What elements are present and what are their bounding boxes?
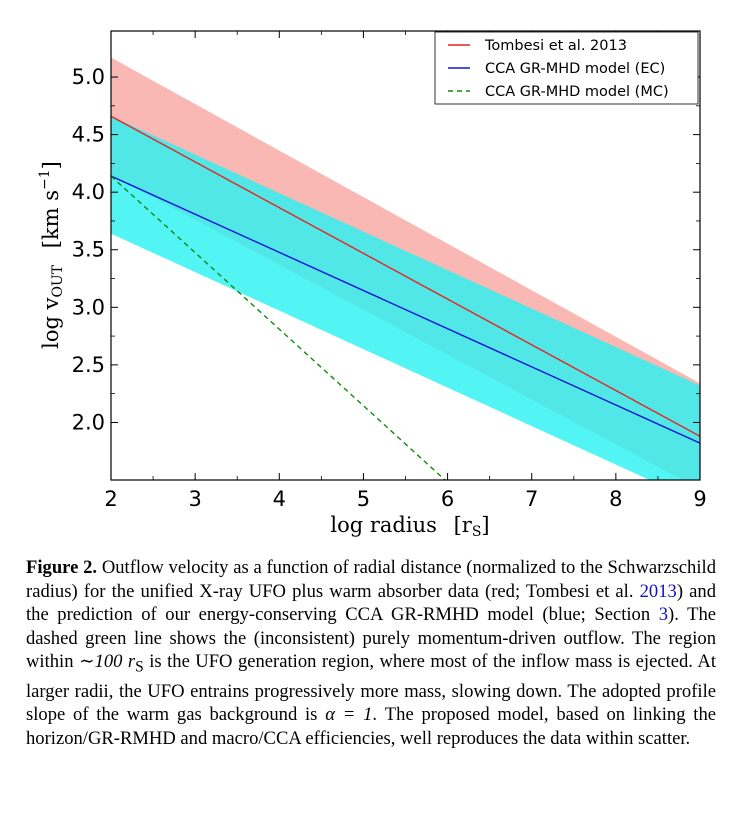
y-axis-label-unit-sup: −1: [37, 169, 53, 190]
legend-label-mc: CCA GR-MHD model (MC): [485, 84, 669, 100]
caption-math-radius: ∼100 r: [78, 651, 136, 673]
x-tick-label: 5: [357, 487, 370, 511]
x-tick-label: 6: [441, 487, 454, 511]
confidence-bands: [111, 57, 700, 480]
x-axis-label-text: log radius: [330, 513, 437, 537]
legend: Tombesi et al. 2013 CCA GR-MHD model (EC…: [434, 31, 699, 105]
caption-ref-tombesi[interactable]: 2013: [639, 580, 677, 602]
y-axis-label: log vOUT [km s−1]: [37, 161, 67, 349]
axis-ticks: 2 3 4 5 6 7 8 9 2.0 2.5 3.0 3.5 4.0 4.5 5.0: [72, 31, 707, 511]
x-axis-label-unit-sub: S: [472, 524, 482, 540]
y-tick-label: 5.0: [72, 65, 105, 89]
y-tick-label: 4.0: [72, 180, 105, 204]
caption-math-radius-sub: S: [135, 659, 144, 677]
caption-text-1: Outflow velocity as a function of radial…: [26, 557, 716, 602]
y-axis-label-sub: OUT: [50, 264, 66, 297]
y-axis-label-unit-end: ]: [39, 161, 63, 169]
x-axis-label-unit: [r: [454, 513, 473, 537]
y-tick-label: 2.0: [72, 410, 105, 434]
legend-label-ec: CCA GR-MHD model (EC): [485, 61, 665, 77]
y-tick-label: 3.5: [72, 238, 105, 262]
figure-caption: Figure 2. Outflow velocity as a function…: [26, 556, 716, 750]
caption-text-2: ) and the prediction of our energy-conse…: [26, 580, 716, 626]
line-tombesi-et-al-2013: [111, 115, 700, 437]
caption-text-5: . The proposed model, based on linking t…: [26, 704, 716, 749]
caption-text-3: ). The dashed green line shows the (inco…: [26, 604, 716, 673]
x-tick-label: 9: [693, 487, 706, 511]
caption-text-4: is the UFO generation region, where most…: [26, 651, 716, 726]
legend-box: [434, 31, 699, 105]
legend-label-tombesi: Tombesi et al. 2013: [484, 38, 627, 54]
x-tick-label: 4: [273, 487, 286, 511]
caption-ref-section[interactable]: 3: [658, 604, 669, 626]
y-tick-label: 2.5: [72, 353, 105, 377]
x-axis-label: log radius [rS]: [330, 513, 489, 540]
x-axis-label-unit-end: ]: [481, 513, 489, 537]
x-tick-label: 7: [525, 487, 538, 511]
caption-math-alpha: α = 1: [325, 704, 373, 726]
x-tick-label: 8: [609, 487, 622, 511]
x-tick-label: 2: [104, 487, 117, 511]
y-tick-label: 3.0: [72, 295, 105, 319]
y-axis-label-text: log v: [39, 297, 63, 348]
band-cca-gr-mhd-model-ec: [111, 116, 700, 480]
y-tick-label: 4.5: [72, 123, 105, 147]
x-tick-label: 3: [188, 487, 201, 511]
series-lines: [111, 115, 700, 480]
line-cca-gr-mhd-model-mc: [111, 175, 447, 480]
caption-label: Figure 2.: [26, 557, 98, 578]
line-cca-gr-mhd-model-ec: [111, 175, 700, 444]
y-axis-label-unit: [km s: [39, 190, 63, 248]
